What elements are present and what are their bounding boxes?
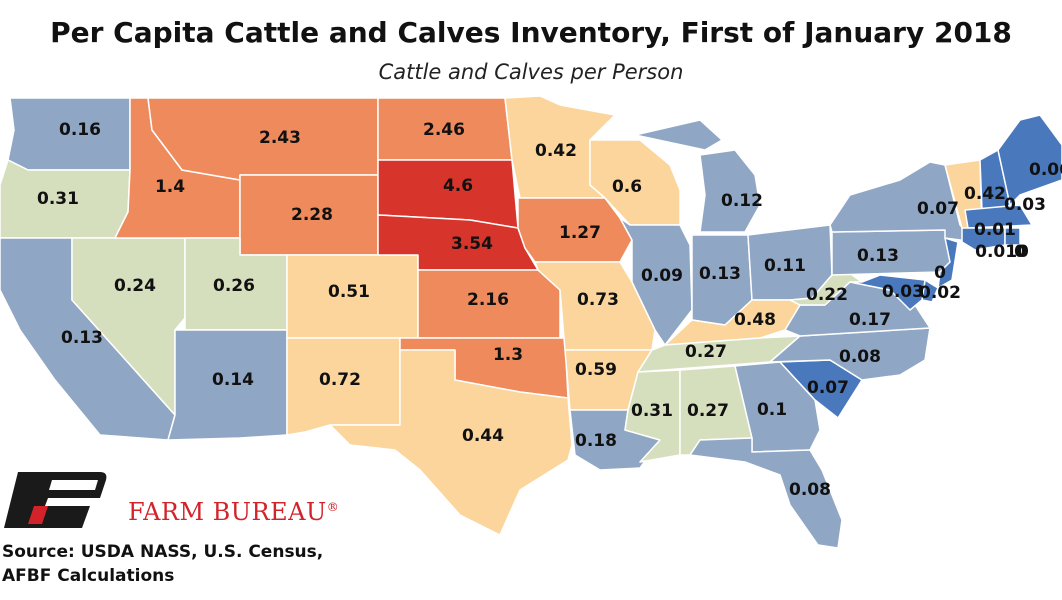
value-SD: 4.6 — [443, 176, 473, 196]
state-RI — [1004, 227, 1021, 246]
value-WY: 2.28 — [291, 205, 333, 225]
value-MA: 0.01 — [974, 220, 1016, 240]
value-VA: 0.17 — [849, 310, 891, 330]
value-DE: 0.03 — [882, 282, 924, 302]
value-PA: 0.13 — [857, 246, 899, 266]
farm-bureau-logo — [4, 472, 107, 528]
value-MI: 0.12 — [721, 191, 763, 211]
value-WV: 0.22 — [806, 285, 848, 305]
value-AR: 0.59 — [575, 360, 617, 380]
value-MN: 0.42 — [535, 141, 577, 161]
brand-name: FARM BUREAU® — [128, 498, 340, 526]
value-NJ: 0 — [934, 263, 946, 283]
source-line-2: AFBF Calculations — [2, 566, 175, 586]
state-MA — [964, 204, 1033, 229]
value-KY: 0.48 — [734, 310, 776, 330]
value-WI: 0.6 — [612, 177, 642, 197]
value-MS: 0.31 — [631, 401, 673, 421]
state-IL — [619, 217, 693, 346]
value-UT: 0.26 — [213, 276, 255, 296]
map-title: Per Capita Cattle and Calves Inventory, … — [50, 16, 1012, 49]
state-KS — [417, 269, 561, 339]
value-NH: 0.03 — [1004, 195, 1046, 215]
value-MT: 2.43 — [259, 128, 301, 148]
value-MD: 0.02 — [919, 283, 961, 303]
value-NV: 0.24 — [114, 276, 156, 296]
value-VT: 0.42 — [964, 184, 1006, 204]
value-ME: 0.06 — [1029, 160, 1062, 180]
value-GA: 0.1 — [757, 400, 787, 420]
value-KS: 2.16 — [467, 290, 509, 310]
value-NE: 3.54 — [451, 234, 493, 254]
value-IA: 1.27 — [559, 223, 601, 243]
value-CO: 0.51 — [328, 282, 370, 302]
state-FL — [689, 437, 843, 549]
value-OK: 1.3 — [493, 345, 523, 365]
value-OR: 0.31 — [37, 189, 79, 209]
value-MO: 0.73 — [577, 290, 619, 310]
value-IL: 0.09 — [641, 266, 683, 286]
value-RI: 0 — [1014, 242, 1026, 262]
source-note: Source: USDA NASS, U.S. Census, AFBF Cal… — [2, 540, 323, 588]
value-WA: 0.16 — [59, 120, 101, 140]
value-NM: 0.72 — [319, 370, 361, 390]
value-CT: 0.010 — [975, 242, 1029, 262]
value-ID: 1.4 — [155, 177, 185, 197]
value-NC: 0.08 — [839, 347, 881, 367]
value-OH: 0.11 — [764, 256, 806, 276]
state-MD — [849, 274, 926, 311]
state-MI — [634, 119, 761, 233]
value-LA: 0.18 — [575, 431, 617, 451]
state-ME — [997, 114, 1062, 206]
state-NY — [829, 161, 976, 243]
value-AZ: 0.14 — [212, 370, 254, 390]
value-TX: 0.44 — [462, 426, 504, 446]
state-TX — [329, 349, 573, 536]
source-line-1: Source: USDA NASS, U.S. Census, — [2, 542, 324, 562]
value-SC: 0.07 — [807, 378, 849, 398]
value-NY: 0.07 — [917, 199, 959, 219]
state-CT — [961, 227, 1006, 251]
value-TN: 0.27 — [685, 342, 727, 362]
value-ND: 2.46 — [423, 120, 465, 140]
value-IN: 0.13 — [699, 264, 741, 284]
value-AL: 0.27 — [687, 401, 729, 421]
value-CA: 0.13 — [61, 328, 103, 348]
value-FL: 0.08 — [789, 480, 831, 500]
map-subtitle: Cattle and Calves per Person — [378, 60, 684, 84]
